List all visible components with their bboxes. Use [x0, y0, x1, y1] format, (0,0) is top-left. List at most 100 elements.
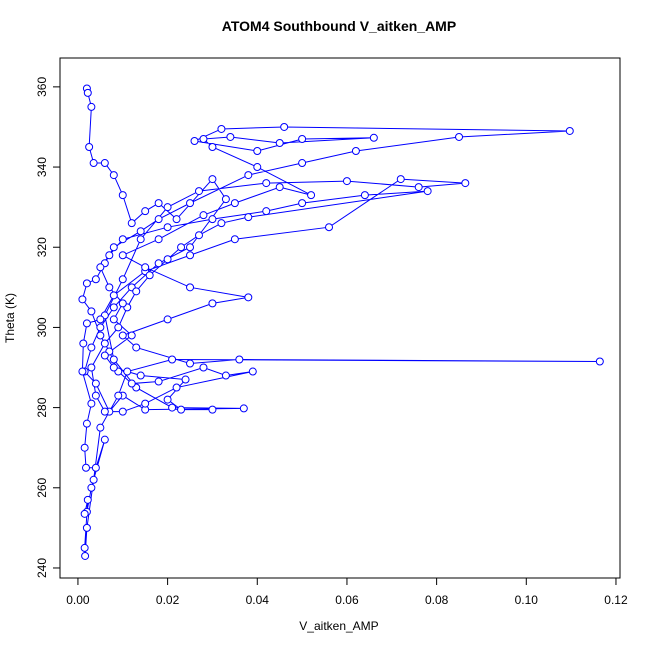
data-point [141, 207, 150, 216]
data-point [91, 391, 100, 400]
data-point [118, 299, 127, 308]
data-point [91, 379, 100, 388]
data-point [262, 207, 271, 216]
data-point [132, 287, 141, 296]
data-point [186, 251, 195, 260]
data-point [96, 323, 105, 332]
y-tick-label: 320 [35, 237, 49, 257]
data-point [154, 259, 163, 268]
data-point [194, 187, 203, 196]
data-point [168, 355, 177, 364]
data-point [118, 235, 127, 244]
data-point [83, 495, 92, 504]
data-point [87, 307, 96, 316]
data-point [91, 275, 100, 284]
data-point [80, 443, 89, 452]
data-point [78, 295, 87, 304]
data-point [369, 133, 378, 142]
data-point [208, 405, 217, 414]
data-point [109, 315, 118, 324]
data-point [100, 435, 109, 444]
data-point [91, 463, 100, 472]
data-point [154, 215, 163, 224]
data-point [325, 223, 334, 232]
data-point [163, 315, 172, 324]
data-point [100, 339, 109, 348]
data-point [118, 191, 127, 200]
data-point [123, 367, 132, 376]
data-point [96, 423, 105, 432]
data-point [96, 263, 105, 272]
y-tick-label: 280 [35, 397, 49, 417]
data-point [217, 124, 226, 133]
y-tick-label: 240 [35, 558, 49, 578]
data-point [85, 143, 94, 152]
data-point [186, 199, 195, 208]
data-point [360, 191, 369, 200]
data-point [221, 195, 230, 204]
data-point [118, 331, 127, 340]
data-point [82, 279, 91, 288]
data-point [132, 343, 141, 352]
x-tick-label: 0.04 [246, 593, 270, 607]
data-point [154, 235, 163, 244]
y-tick-label: 260 [35, 477, 49, 497]
x-tick-label: 0.08 [425, 593, 449, 607]
data-point [79, 339, 88, 348]
data-point [226, 132, 235, 141]
data-point [172, 215, 181, 224]
data-point [342, 177, 351, 186]
data-point [80, 543, 89, 552]
data-point [172, 383, 181, 392]
data-point [396, 175, 405, 184]
data-point [82, 523, 91, 532]
data-point [105, 251, 114, 260]
data-point [109, 363, 118, 372]
data-point [163, 255, 172, 264]
data-point [244, 293, 253, 302]
data-point [181, 375, 190, 384]
y-tick-label: 360 [35, 77, 49, 97]
data-point [109, 355, 118, 364]
data-point [89, 475, 98, 484]
data-point [423, 187, 432, 196]
data-point [80, 509, 89, 518]
data-point [109, 171, 118, 180]
data-point [141, 399, 150, 408]
data-point [244, 213, 253, 222]
data-point [163, 203, 172, 212]
data-point [194, 231, 203, 240]
y-axis-label: Theta (K) [3, 293, 17, 343]
data-point [154, 377, 163, 386]
data-point [461, 179, 470, 188]
data-point [118, 251, 127, 260]
data-point [351, 147, 360, 156]
data-point [298, 134, 307, 143]
data-point [136, 371, 145, 380]
data-point [154, 199, 163, 208]
data-point [118, 407, 127, 416]
data-point [163, 395, 172, 404]
data-point [230, 235, 239, 244]
y-tick-label: 340 [35, 157, 49, 177]
data-point [217, 219, 226, 228]
data-point [118, 275, 127, 284]
data-point [96, 315, 105, 324]
data-point [186, 283, 195, 292]
data-point [275, 183, 284, 192]
x-axis-label: V_aitken_AMP [299, 619, 378, 633]
data-point [100, 351, 109, 360]
data-point [109, 243, 118, 252]
data-point [83, 88, 92, 97]
data-point [100, 159, 109, 168]
data-point [163, 223, 172, 232]
data-point [78, 367, 87, 376]
data-point [127, 219, 136, 228]
data-point [262, 179, 271, 188]
data-point [221, 371, 230, 380]
data-point [105, 283, 114, 292]
data-point [190, 136, 199, 145]
data-point [199, 363, 208, 372]
data-point [89, 159, 98, 168]
